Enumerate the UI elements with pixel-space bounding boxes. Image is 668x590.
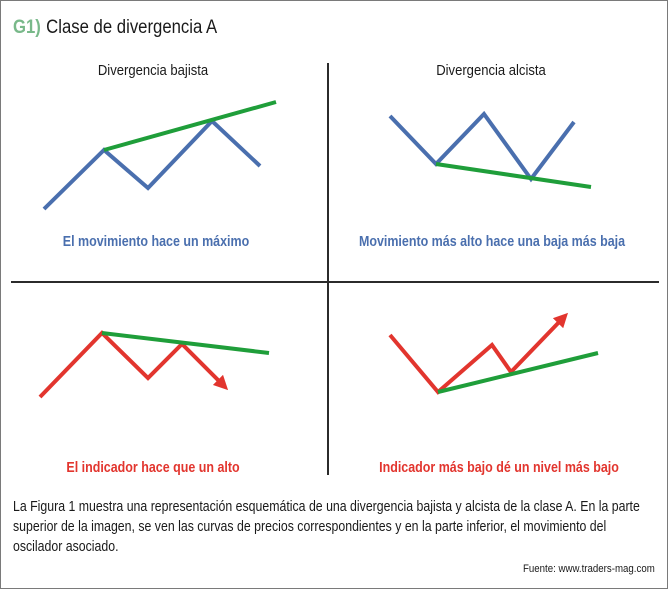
trend-line	[437, 351, 599, 394]
vertical-divider	[327, 63, 329, 475]
figure-title-text: Clase de divergencia A	[46, 17, 218, 38]
figure-number: G1)	[13, 17, 41, 38]
price-line	[42, 118, 262, 211]
source-credit: Fuente: www.traders-mag.com	[523, 563, 655, 575]
panel-bullish-price	[388, 110, 592, 189]
horizontal-divider	[11, 281, 659, 283]
trend-line	[101, 331, 270, 355]
bearish-price-caption: El movimiento hace un máximo	[62, 234, 250, 250]
indicator-line	[38, 330, 229, 399]
trend-line	[435, 162, 592, 189]
indicator-line	[388, 312, 568, 395]
figure-title: G1) Clase de divergencia A	[13, 17, 217, 39]
panel-bearish-price	[42, 100, 277, 211]
panel-bearish-indicator	[38, 330, 270, 399]
panel-bullish-indicator	[388, 312, 599, 395]
bearish-indicator-caption: El indicador hace que un alto	[66, 460, 240, 476]
price-line	[388, 110, 576, 183]
bearish-divergence-heading: Divergencia bajista	[97, 63, 209, 79]
trend-line	[103, 100, 277, 152]
bullish-divergence-heading: Divergencia alcista	[436, 63, 546, 79]
bullish-indicator-caption: Indicador más bajo dé un nivel más bajo	[379, 460, 619, 476]
figure-description: La Figura 1 muestra una representación e…	[13, 499, 640, 555]
bullish-price-caption: Movimiento más alto hace una baja más ba…	[358, 234, 626, 250]
